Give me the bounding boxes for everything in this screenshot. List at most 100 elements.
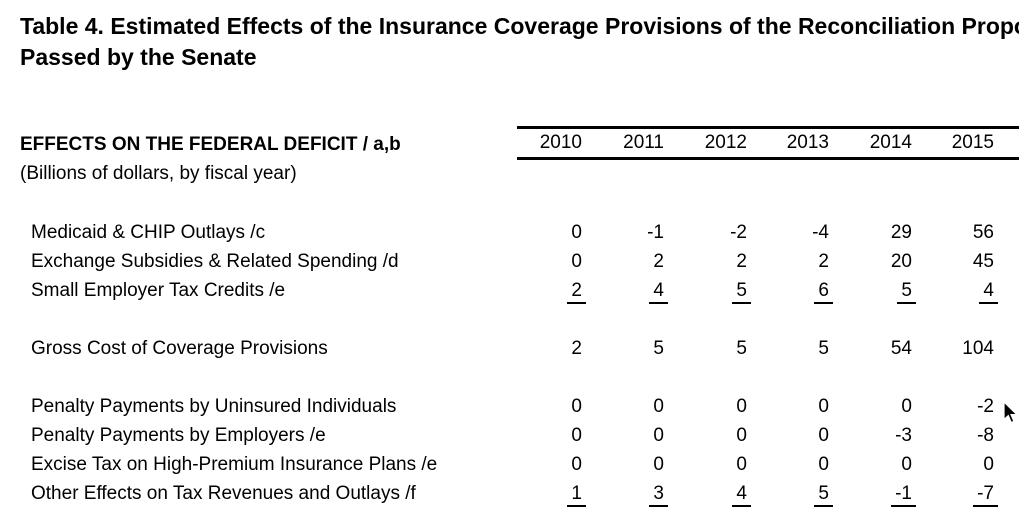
arrow-pointer-icon [1003, 401, 1019, 424]
table-row: Exchange Subsidies & Related Spending /d… [20, 247, 994, 276]
value-cell: 104 [912, 334, 994, 363]
section-heading: EFFECTS ON THE FEDERAL DEFICIT / a,b [20, 134, 401, 155]
table-row: Small Employer Tax Credits /e 2 4 5 6 5 4 [20, 276, 998, 305]
row-label: Excise Tax on High-Premium Insurance Pla… [31, 454, 438, 475]
value-cell: 20 [829, 247, 912, 276]
value-cell: 2 [517, 334, 582, 363]
year-column-header: 2010 [539, 132, 582, 153]
underlined-value: 5 [897, 279, 916, 304]
table-title: Table 4. Estimated Effects of the Insura… [20, 11, 1019, 73]
value-cell: 2 [747, 247, 829, 276]
value: 45 [972, 251, 994, 272]
value: -3 [895, 425, 912, 446]
table-row: Gross Cost of Coverage Provisions 2 5 5 5 54 1… [20, 334, 994, 363]
table-body: Medicaid & CHIP Outlays /c 0 -1 -2 -4 29 56 Exc… [20, 218, 998, 508]
value-cell: 0 [582, 392, 664, 421]
value-cell: 0 [747, 450, 829, 479]
value: -1 [647, 222, 664, 243]
value: 0 [983, 454, 994, 475]
value-cell: 5 [747, 479, 833, 508]
row-label: Other Effects on Tax Revenues and Outlay… [31, 483, 416, 504]
value-cell: 5 [664, 276, 751, 305]
value-cell: 54 [829, 334, 912, 363]
table-row: Penalty Payments by Employers /e 0 0 0 0 -3 -8 [20, 421, 994, 450]
value: 29 [890, 222, 912, 243]
value: 104 [962, 338, 994, 359]
underlined-value: 5 [814, 482, 833, 507]
value: 2 [818, 251, 829, 272]
row-label: Penalty Payments by Employers /e [31, 425, 326, 446]
value-cell: 0 [747, 392, 829, 421]
underlined-value: 6 [814, 279, 833, 304]
value: -4 [812, 222, 829, 243]
underlined-value: 4 [732, 482, 751, 507]
value-cell: 0 [912, 450, 994, 479]
value-cell: 2 [517, 276, 586, 305]
value-cell: 5 [664, 334, 747, 363]
year-header-band: 2010 2011 2012 2013 2014 2015 [517, 126, 1019, 160]
value-cell: 0 [829, 450, 912, 479]
value-cell: 0 [517, 421, 582, 450]
row-label: Medicaid & CHIP Outlays /c [31, 222, 266, 243]
value-cell: -2 [664, 218, 747, 247]
value-cell: -1 [582, 218, 664, 247]
value-cell: 0 [582, 450, 664, 479]
value-cell: 6 [747, 276, 833, 305]
table-row: Excise Tax on High-Premium Insurance Pla… [20, 450, 994, 479]
year-column-header: 2015 [951, 132, 994, 153]
value: 54 [890, 338, 912, 359]
value-cell: -7 [912, 479, 998, 508]
value-cell: 0 [664, 450, 747, 479]
value: 0 [571, 425, 582, 446]
row-label: Penalty Payments by Uninsured Individual… [31, 396, 397, 417]
year-header-row: 2010 2011 2012 2013 2014 2015 [517, 129, 1019, 157]
value: -2 [977, 396, 994, 417]
value-cell: 0 [517, 392, 582, 421]
year-column-header: 2013 [786, 132, 829, 153]
value: 0 [818, 396, 829, 417]
value: 0 [736, 454, 747, 475]
spacer-row [20, 363, 994, 392]
year-column-header: 2011 [623, 132, 664, 153]
spacer-row [20, 305, 994, 334]
value-cell: 0 [664, 421, 747, 450]
value: 2 [736, 251, 747, 272]
table-row: Medicaid & CHIP Outlays /c 0 -1 -2 -4 29 56 [20, 218, 994, 247]
value: 5 [818, 338, 829, 359]
value: 0 [571, 222, 582, 243]
value: 0 [653, 425, 664, 446]
value: 0 [901, 396, 912, 417]
value-cell: -2 [912, 392, 994, 421]
value-cell: 0 [582, 421, 664, 450]
value: 0 [571, 454, 582, 475]
table-row: Penalty Payments by Uninsured Individual… [20, 392, 994, 421]
value-cell: 0 [664, 392, 747, 421]
year-column-header: 2012 [704, 132, 747, 153]
underlined-value: 4 [649, 279, 668, 304]
value-cell: -4 [747, 218, 829, 247]
year-column-header: 2014 [869, 132, 912, 153]
underlined-value: 3 [649, 482, 668, 507]
value: 2 [653, 251, 664, 272]
value: 0 [571, 251, 582, 272]
value: 0 [736, 396, 747, 417]
value: -8 [977, 425, 994, 446]
table-title-line2: Passed by the Senate [20, 44, 257, 70]
value: 0 [818, 454, 829, 475]
value-cell: 45 [912, 247, 994, 276]
value-cell: 56 [912, 218, 994, 247]
value: 5 [736, 338, 747, 359]
value: 0 [653, 454, 664, 475]
value: 5 [653, 338, 664, 359]
value: 0 [571, 396, 582, 417]
value: 0 [736, 425, 747, 446]
value: 0 [653, 396, 664, 417]
row-label: Exchange Subsidies & Related Spending /d [31, 251, 399, 272]
value-cell: 0 [517, 218, 582, 247]
value-cell: 1 [517, 479, 586, 508]
underlined-value: -7 [973, 482, 998, 507]
value-cell: 2 [582, 247, 664, 276]
value-cell: 0 [517, 247, 582, 276]
value-cell: 2 [664, 247, 747, 276]
